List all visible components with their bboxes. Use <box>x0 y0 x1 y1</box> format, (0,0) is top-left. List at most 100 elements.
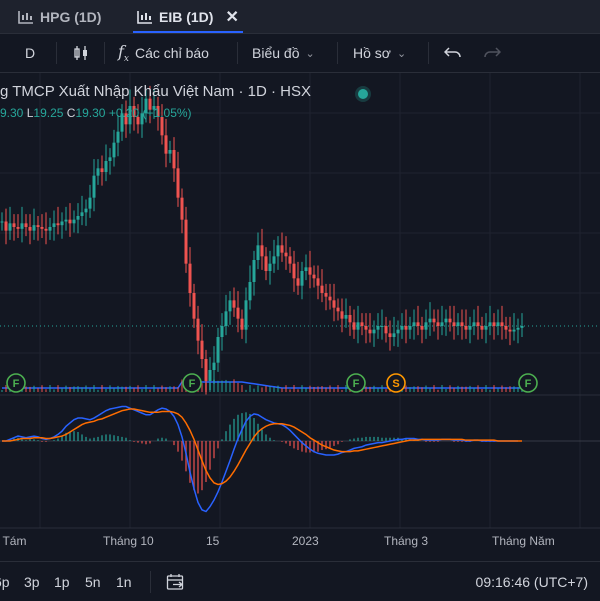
go-to-date-button[interactable] <box>166 562 186 601</box>
volume-bar <box>313 386 315 392</box>
candle-body <box>340 311 344 319</box>
volume-bar <box>465 386 467 392</box>
toolbar-divider <box>428 42 429 64</box>
candle-body <box>420 326 424 330</box>
volume-bar <box>417 386 419 392</box>
candle-body <box>264 256 268 271</box>
volume-bar <box>173 386 175 392</box>
chart-area[interactable]: F F F S F ng Tám Tháng 10 15 2023 Tháng 3 Th… <box>0 73 600 560</box>
open-value: 9.30 <box>0 106 24 120</box>
candle-body <box>388 333 392 337</box>
range-label: 3p <box>24 573 40 590</box>
volume-bar <box>365 386 367 392</box>
candle-body <box>224 311 228 326</box>
candles <box>0 85 524 395</box>
toolbar: D fx Các chỉ báo Biểu đồ ⌄ Hồ sơ ⌄ <box>0 34 600 73</box>
volume-bar <box>285 385 287 392</box>
candle-body <box>444 318 448 323</box>
low-key: L <box>26 106 34 120</box>
signal-line <box>2 408 522 486</box>
candle-body <box>416 322 420 326</box>
volume-bar <box>409 387 411 392</box>
volume-bar <box>213 379 215 392</box>
candle-body <box>84 208 88 213</box>
candle-body <box>500 322 504 326</box>
tab-eib[interactable]: EIB (1D) ✕ <box>133 0 243 33</box>
volume-bar <box>301 385 303 392</box>
candle-body <box>152 106 156 110</box>
range-label: 5n <box>85 573 101 590</box>
volume-bar <box>53 389 55 392</box>
volume-bar <box>93 385 95 392</box>
range-button[interactable]: 1p <box>54 562 70 601</box>
tab-eib-label: EIB (1D) <box>159 8 214 25</box>
candle-body <box>72 219 76 224</box>
candle-body <box>344 315 348 319</box>
price-chart[interactable]: F F F S F ng Tám Tháng 10 15 2023 Tháng 3 Th… <box>0 73 600 560</box>
candle-body <box>136 117 140 125</box>
candle-body <box>144 98 148 114</box>
tab-hpg[interactable]: HPG (1D) <box>18 0 101 33</box>
candle-body <box>36 225 40 227</box>
market-status-dot[interactable] <box>358 89 368 99</box>
volume-bar <box>345 385 347 392</box>
volume-bar <box>517 387 519 392</box>
candle-body <box>164 135 168 154</box>
close-tab-icon[interactable]: ✕ <box>225 8 239 26</box>
candle-body <box>8 223 12 231</box>
profile-dropdown[interactable]: Hồ sơ ⌄ <box>353 34 406 72</box>
range-button[interactable]: 6p <box>0 562 10 601</box>
volume-bar <box>77 386 79 392</box>
candle-body <box>392 333 396 337</box>
range-button[interactable]: 1n <box>116 562 132 601</box>
chart-type-dropdown[interactable]: Biểu đồ ⌄ <box>252 34 315 72</box>
candle-body <box>200 340 204 359</box>
indicators-button[interactable]: fx Các chỉ báo <box>118 34 209 72</box>
candle-body <box>176 168 180 198</box>
candle-body <box>116 131 120 143</box>
candle-style-button[interactable] <box>72 34 90 72</box>
timezone-clock[interactable]: 09:16:46 (UTC+7) <box>476 562 588 601</box>
candle-body <box>380 326 384 327</box>
candlestick-icon <box>74 46 87 60</box>
undo-button[interactable] <box>444 34 462 72</box>
time-axis[interactable]: ng Tám Tháng 10 15 2023 Tháng 3 Tháng Nă… <box>0 534 555 548</box>
volume-bar <box>445 388 447 392</box>
event-marker <box>386 373 406 393</box>
candle-body <box>88 197 92 209</box>
volume-bar <box>297 389 299 392</box>
clock-label: 09:16:46 (UTC+7) <box>475 573 588 590</box>
candle-body <box>488 322 492 326</box>
candle-body <box>428 318 432 323</box>
close-key: C <box>66 106 76 120</box>
redo-button[interactable] <box>483 34 501 72</box>
volume-ma-line <box>2 381 522 389</box>
volume-bar <box>373 385 375 392</box>
volume-bar <box>157 388 159 392</box>
event-marker-label: F <box>353 378 360 390</box>
candle-body <box>400 326 404 330</box>
volume-bar <box>449 385 451 392</box>
volume-bar <box>165 387 167 392</box>
candle-body <box>188 263 192 293</box>
interval-button[interactable]: D <box>25 34 35 72</box>
volume-bar <box>377 387 379 392</box>
volume-bar <box>161 385 163 392</box>
candle-body <box>248 282 252 301</box>
volume-bar <box>337 385 339 392</box>
volume-bar <box>505 387 507 392</box>
candle-body <box>480 326 484 330</box>
range-button[interactable]: 5n <box>85 562 101 601</box>
candle-body <box>456 322 460 326</box>
volume-bar <box>201 383 203 392</box>
range-button[interactable]: 3p <box>24 562 40 601</box>
volume-bar <box>229 381 231 392</box>
volume-bar <box>101 385 103 392</box>
candle-body <box>412 322 416 326</box>
volume-bar <box>5 385 7 392</box>
candle-body <box>432 318 436 323</box>
function-icon: fx <box>118 41 129 65</box>
volume-bar <box>149 389 151 392</box>
candle-body <box>284 252 288 257</box>
